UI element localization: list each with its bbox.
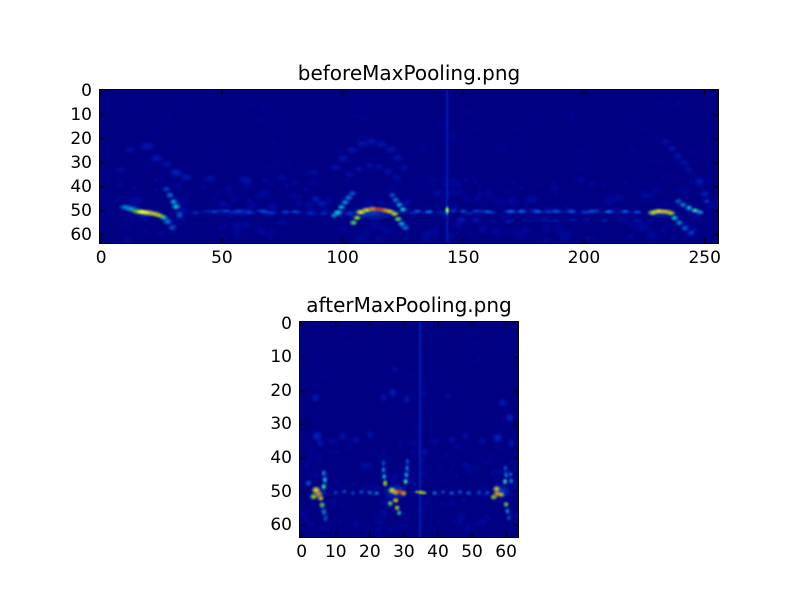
y-tick-label: 60 (70, 224, 92, 245)
x-tick-label: 60 (495, 542, 517, 562)
x-tick-label: 100 (326, 248, 359, 268)
y-tick-label: 50 (270, 481, 292, 502)
x-tick-label: 0 (296, 542, 308, 562)
y-tick-label: 50 (70, 200, 92, 221)
plot-title-after: afterMaxPooling.png (306, 293, 512, 317)
y-tick-label: 30 (270, 414, 292, 435)
x-tick-label: 40 (427, 542, 449, 562)
x-tick-label: 250 (688, 248, 721, 268)
x-tick-label: 50 (461, 542, 483, 562)
plot-title-before: beforeMaxPooling.png (297, 61, 521, 85)
y-tick-label: 30 (70, 152, 92, 173)
x-tick-label: 150 (447, 248, 480, 268)
x-tick-label: 50 (211, 248, 233, 268)
y-tick-label: 10 (270, 347, 292, 368)
y-tick-label: 20 (70, 129, 92, 149)
x-tick-label: 20 (359, 542, 381, 562)
y-tick-label: 0 (281, 313, 292, 334)
y-tick-label: 40 (70, 176, 92, 197)
x-tick-label: 10 (324, 542, 347, 562)
y-tick-label: 60 (270, 515, 292, 536)
y-tick-label: 20 (270, 380, 292, 401)
x-tick-label: 0 (95, 248, 107, 268)
heatmap-before-maxpooling (99, 89, 719, 244)
y-tick-label: 40 (270, 448, 292, 469)
x-tick-label: 200 (567, 248, 601, 268)
x-tick-label: 30 (393, 542, 415, 562)
y-tick-label: 10 (70, 105, 92, 126)
y-tick-label: 0 (81, 81, 92, 102)
heatmap-after-maxpooling (299, 321, 519, 538)
